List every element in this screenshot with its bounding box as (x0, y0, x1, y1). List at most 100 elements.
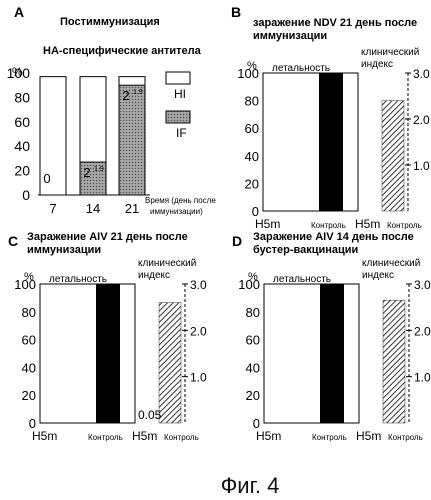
panel-letter: A (14, 4, 24, 20)
y-tick-label-left: 0 (253, 416, 260, 431)
panel-letter: B (231, 4, 241, 20)
y-tick-label-left: 40 (246, 360, 260, 375)
right-axis-title-line: клинический (361, 47, 419, 58)
panel-title-line: бустер-вакцинации (253, 244, 358, 256)
bar-if (79, 161, 107, 196)
panel-a: A Постиммунизация НА-специфические антител… (7, 4, 217, 216)
y-tick-label-left: 100 (238, 277, 260, 292)
panel-title-line: Заражение AIV 14 день после (253, 231, 414, 243)
y-tick-label-left: 80 (245, 94, 259, 109)
bar-mortality (319, 73, 343, 211)
y-tick-label: 0 (22, 187, 30, 203)
y-tick-label-right: 3.0 (190, 278, 207, 292)
y-tick-label: 20 (14, 163, 30, 179)
panel-subtitle: НА-специфические антитела (43, 45, 202, 57)
x-axis-label: Время (день после (145, 196, 216, 205)
legend-swatch-if (165, 110, 191, 124)
bar-clinical-index (158, 302, 182, 424)
y-tick-label-right: 3.0 (414, 278, 431, 292)
y-tick-label: 80 (14, 89, 30, 105)
category-label: H5m (32, 429, 57, 443)
bar-clinical-index (382, 299, 406, 424)
category-label: H5m (256, 429, 281, 443)
y-tick-label-left: 100 (237, 66, 259, 81)
value-annotation: 0.05 (138, 408, 162, 422)
x-axis-label-2: иммунизации) (150, 207, 203, 216)
panel-letter: D (232, 233, 242, 249)
category-label: Контроль (164, 433, 199, 442)
y-tick-label-left: 0 (252, 204, 259, 219)
category-label: Контроль (88, 433, 123, 442)
y-tick-label-left: 20 (246, 388, 260, 403)
category-label: Контроль (388, 433, 423, 442)
panel-d: D Заражение AIV 14 день послебустер-вакци… (232, 231, 431, 443)
figure-caption: Фиг. 4 (221, 473, 280, 498)
right-axis-title-line: индекс (361, 59, 393, 70)
y-tick-label-left: 0 (29, 416, 36, 431)
panel-title-line: Заражение AIV 21 день после (27, 231, 188, 243)
panel-title: Постиммунизация (60, 16, 160, 28)
y-tick-label-right: 3.0 (413, 67, 430, 81)
category-label: H5m (255, 217, 280, 231)
bar-data-label: 0 (43, 171, 50, 186)
y-tick-label-left: 40 (245, 149, 259, 164)
y-axis-label: % (24, 271, 34, 283)
left-axis-title: летальность (273, 274, 331, 285)
y-tick-label-right: 1.0 (190, 371, 207, 385)
y-tick-label-left: 20 (22, 388, 36, 403)
y-tick-label-right: 2.0 (413, 113, 430, 127)
category-label: H5m (132, 429, 157, 443)
y-tick-label-left: 80 (22, 305, 36, 320)
y-tick-label-left: 40 (22, 360, 36, 375)
category-label: H5m (356, 429, 381, 443)
left-plot-frame (39, 283, 136, 424)
category-label: Контроль (311, 221, 346, 230)
y-tick-label-left: 100 (14, 277, 36, 292)
y-tick-label-left: 60 (245, 121, 259, 136)
y-tick-label: 60 (14, 114, 30, 130)
right-axis-title-line: клинический (362, 258, 420, 269)
panel-letter: C (8, 233, 18, 249)
x-tick-label: 7 (49, 201, 56, 216)
right-axis-title-line: индекс (362, 270, 394, 281)
legend-label-hi: HI (174, 87, 186, 101)
y-tick-label-right: 2.0 (414, 324, 431, 338)
category-label: Контроль (312, 433, 347, 442)
x-tick-label: 14 (86, 201, 100, 216)
left-plot-frame (262, 72, 359, 212)
y-tick-label-right: 1.0 (414, 371, 431, 385)
y-axis-label: % (248, 271, 258, 283)
y-tick-label-left: 80 (246, 305, 260, 320)
right-axis-title-line: индекс (138, 270, 170, 281)
y-tick-label-right: 2.0 (190, 324, 207, 338)
panel-c: C Заражение AIV 21 день послеиммунизации%… (8, 231, 207, 443)
bar-data-label-exponent: 1.9 (133, 89, 143, 96)
y-tick-label: 40 (14, 138, 30, 154)
bar-clinical-index (381, 100, 405, 212)
panel-title-line: иммунизации (27, 244, 101, 256)
legend-label-if: IF (176, 126, 187, 140)
right-axis-title-line: клинический (138, 258, 196, 269)
panel-title-line: заражение NDV 21 день после (253, 17, 417, 29)
y-axis-label: % (247, 60, 257, 72)
bar-data-label: 2 (122, 88, 129, 103)
bar-mortality (96, 284, 120, 423)
y-axis-label: % (12, 65, 23, 79)
left-plot-frame (263, 283, 360, 424)
category-label: H5m (355, 217, 380, 231)
bar-mortality (320, 284, 344, 423)
y-tick-label-left: 20 (245, 176, 259, 191)
panel-title-line: иммунизации (253, 30, 327, 42)
legend-swatch-hi (165, 71, 191, 85)
y-tick-label-right: 1.0 (413, 159, 430, 173)
y-tick-label-left: 60 (246, 333, 260, 348)
left-axis-title: летальность (49, 274, 107, 285)
category-label: Контроль (387, 221, 422, 230)
y-tick-label-left: 60 (22, 333, 36, 348)
bar-data-label-exponent: 1.9 (94, 166, 104, 173)
x-tick-label: 21 (125, 201, 139, 216)
y-tick-label: 100 (7, 65, 31, 81)
left-axis-title: летальность (272, 63, 330, 74)
